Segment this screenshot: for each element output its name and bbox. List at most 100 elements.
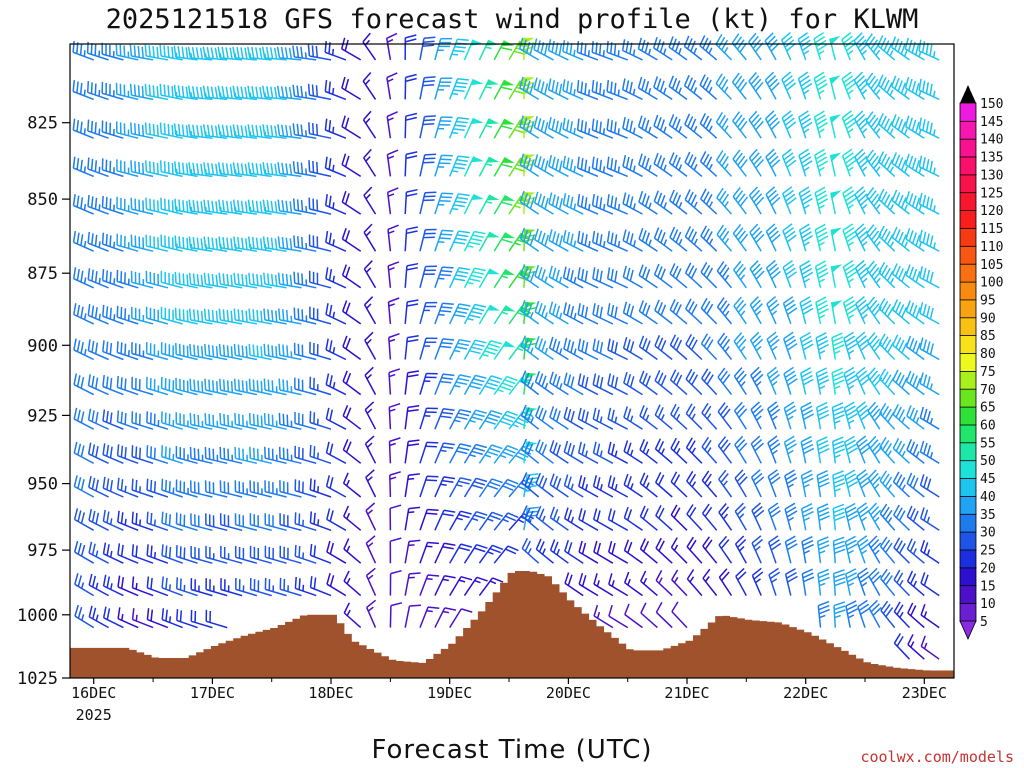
barb-halfflag (818, 166, 825, 172)
barb-flag (786, 271, 798, 280)
barb-flag (325, 441, 330, 454)
barb-flag (881, 336, 889, 347)
wind-barb (716, 297, 733, 325)
barb-staff (343, 548, 362, 564)
barb-flag (897, 80, 903, 92)
barb-flag (270, 163, 274, 175)
barb-flag (80, 479, 85, 491)
wind-barb (829, 35, 841, 61)
barb-halfflag (332, 88, 335, 95)
barb-flag (879, 437, 887, 448)
barb-flag (610, 340, 615, 352)
barb-flag (90, 158, 94, 171)
barb-flag (638, 264, 644, 276)
barb-flag (95, 445, 99, 458)
wind-barb (880, 600, 896, 629)
barb-flag (524, 507, 531, 519)
barb-flag (610, 268, 614, 281)
barb-flag (472, 271, 485, 275)
barb-halfflag (366, 442, 373, 448)
barb-flag (148, 161, 152, 173)
barb-flag (537, 302, 543, 315)
barb-flag (715, 73, 723, 84)
barb-flag (137, 123, 141, 136)
wind-barb (478, 577, 504, 597)
barb-flag (750, 401, 761, 411)
barb-flag (156, 46, 159, 59)
wind-barb (606, 118, 628, 139)
barb-flag (161, 608, 165, 620)
barb-flag (518, 37, 524, 49)
barb-flag (815, 114, 826, 122)
wind-barb (654, 299, 673, 325)
barb-halfflag (693, 238, 698, 245)
wind-barb (342, 370, 362, 396)
barb-flag (526, 268, 532, 280)
barb-flag (456, 234, 469, 238)
wind-barb (161, 511, 183, 532)
wind-barb (817, 568, 830, 596)
barb-flag (425, 445, 437, 448)
barb-flag (752, 117, 762, 127)
barb-flag (116, 375, 119, 388)
wind-barb (607, 540, 629, 564)
barb-flag (364, 401, 375, 411)
barb-flag (769, 571, 781, 580)
barb-flag (703, 371, 712, 382)
barb-flag (769, 539, 780, 547)
wind-barb (669, 226, 688, 252)
barb-halfflag (95, 550, 99, 557)
barb-flag (181, 124, 185, 136)
barb-flag (120, 512, 124, 524)
barb-halfflag (332, 347, 336, 354)
barb-flag (866, 187, 875, 197)
barb-flag (120, 342, 123, 354)
barb-flag (750, 114, 760, 124)
wind-barb (248, 412, 272, 430)
barb-flag (871, 303, 880, 313)
wind-barb (144, 44, 169, 61)
barb-flag (658, 474, 665, 486)
barb-flag (521, 472, 528, 484)
barb-flag (818, 604, 830, 611)
barb-flag (785, 535, 796, 543)
barb-flag (787, 378, 798, 386)
barb-halfflag (861, 166, 868, 172)
barb-flag (555, 196, 560, 208)
barb-flag (832, 375, 845, 382)
wind-barb (868, 535, 882, 564)
barb-flag (407, 299, 419, 303)
barb-halfflag (819, 550, 826, 554)
barb-halfflag (389, 476, 397, 480)
wind-barb (624, 603, 643, 629)
wind-barb (73, 508, 95, 531)
barb-halfflag (847, 50, 854, 55)
barb-flag (535, 538, 542, 550)
barb-flag (845, 193, 856, 202)
barb-flag (387, 187, 399, 193)
wind-barb (404, 370, 420, 395)
barb-flag (215, 238, 219, 250)
barb-halfflag (848, 349, 855, 355)
wind-barb (735, 567, 747, 596)
wind-barb (404, 262, 419, 288)
wind-barb (829, 152, 842, 177)
barb-halfflag (190, 206, 193, 214)
wind-barb (607, 475, 629, 498)
barb-flag (856, 535, 868, 544)
barb-flag (700, 333, 709, 344)
barb-flag (275, 346, 278, 358)
barb-halfflag (771, 449, 778, 455)
wind-barb (262, 85, 287, 101)
barb-flag (441, 306, 453, 309)
barb-halfflag (706, 447, 712, 454)
barb-pennant (487, 268, 500, 275)
barb-flag (801, 231, 812, 239)
wind-barb (668, 75, 688, 101)
barb-flag (753, 303, 763, 313)
wind-barb (219, 480, 243, 498)
barb-flag (206, 124, 211, 137)
barb-flag (567, 476, 572, 488)
wind-barb (638, 300, 658, 325)
barb-flag (534, 300, 540, 313)
